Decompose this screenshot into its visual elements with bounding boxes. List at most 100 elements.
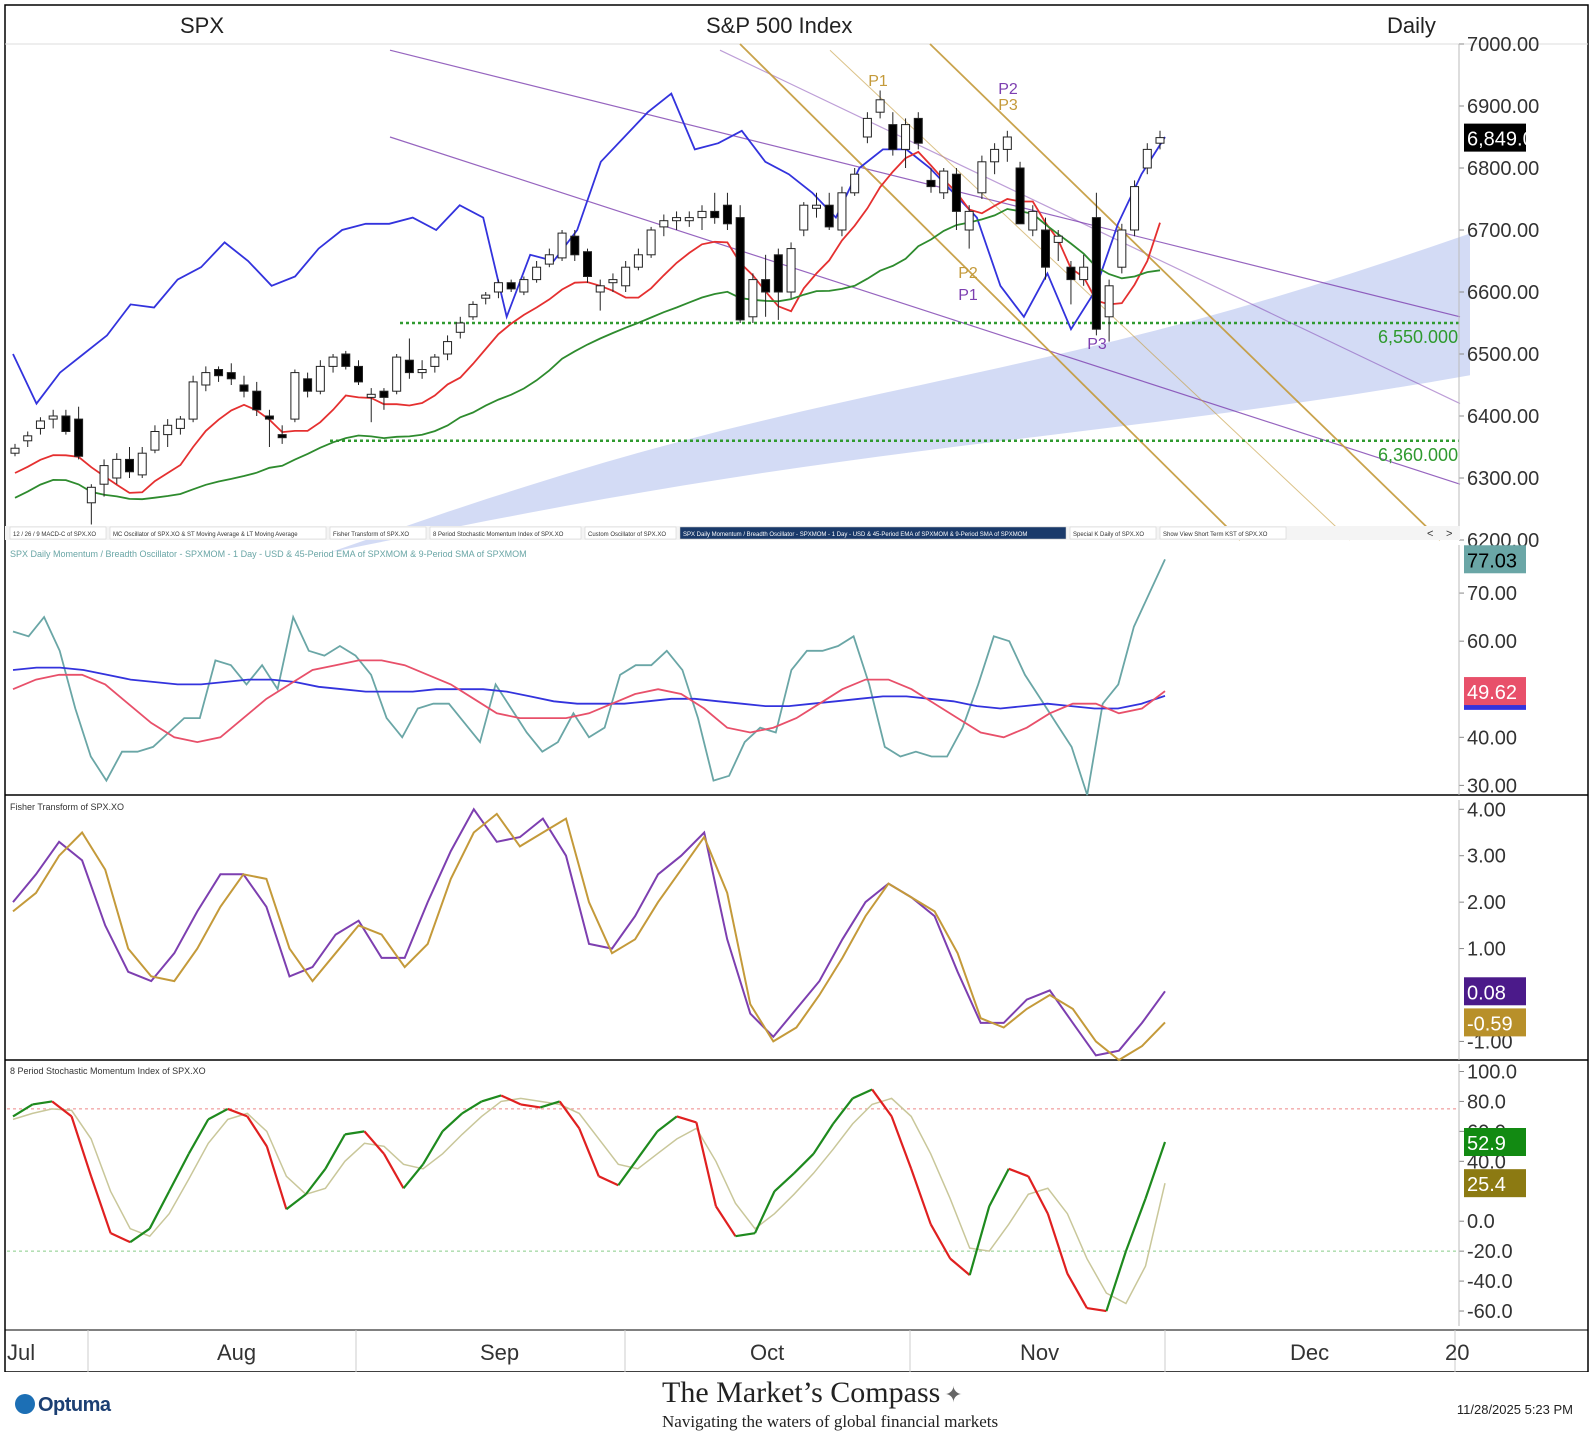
candle (1130, 186, 1140, 231)
smi-line-segment (129, 1227, 151, 1244)
header-period: Daily (1387, 13, 1436, 38)
candle (824, 204, 834, 228)
indicator-tab (329, 526, 427, 540)
candle (455, 322, 465, 333)
optuma-logo[interactable]: Optuma (15, 1394, 111, 1417)
last-price-badge: 6,849.09 (1467, 129, 1545, 151)
x-axis-label: Jul (7, 1340, 35, 1365)
smi-line-segment (500, 1094, 522, 1106)
outer-frame (4, 4, 1589, 1372)
smi-line-segment (422, 1130, 444, 1165)
smi-line-segment (1008, 1167, 1029, 1178)
candle (430, 356, 440, 367)
y-tick-label: 7000.00 (1467, 34, 1539, 56)
y-tick-label: 30.00 (1467, 775, 1517, 797)
candle (862, 117, 872, 138)
candle (939, 170, 949, 194)
smi-line-segment (676, 1115, 697, 1124)
candle (748, 279, 758, 318)
smi-line-segment (773, 1172, 795, 1193)
candle (799, 204, 809, 231)
gold-pitchfork-line (929, 43, 1441, 541)
candle (239, 384, 249, 392)
mc-oscillator-line (12, 92, 1166, 406)
smi-line-segment (520, 1103, 541, 1109)
candle (595, 285, 605, 293)
candle (1104, 285, 1114, 318)
chart-canvas: SPX S&P 500 Index Daily 6,550.000 6,360.000 P… (4, 4, 1589, 1372)
candle (710, 210, 720, 219)
indicator-tab (584, 526, 677, 540)
y-tick-label: -40.0 (1467, 1271, 1513, 1293)
candle (1079, 266, 1089, 281)
indicator-tab-label[interactable]: 12 / 26 / 9 MACD-C of SPX.XO (13, 532, 96, 538)
smi-line-segment (148, 1190, 171, 1230)
indicator-tab-label[interactable]: Custom Oscillator of SPX.XO (588, 532, 666, 538)
candle (481, 294, 491, 299)
smi-line-segment (714, 1205, 737, 1237)
candle (328, 356, 338, 367)
candle (163, 424, 173, 436)
candle (201, 372, 211, 386)
tab-scroll-left-icon[interactable]: < (1427, 528, 1433, 540)
smi-line-segment (1086, 1306, 1107, 1313)
smi-line-segment (383, 1153, 405, 1189)
smi-line-segment (1066, 1273, 1088, 1309)
y-tick-label: 60.00 (1467, 631, 1517, 653)
y-tick-label: 2.00 (1467, 892, 1506, 914)
candle (519, 279, 529, 293)
candle (1117, 229, 1127, 268)
candle (837, 192, 847, 231)
smi-line-segment (753, 1190, 776, 1234)
indicator-tab-label[interactable]: MC Oscillator of SPX.XO & ST Moving Aver… (113, 532, 298, 538)
candle (303, 378, 313, 392)
x-axis-label: Aug (217, 1340, 256, 1365)
candle (290, 372, 300, 420)
smi-line-segment (871, 1088, 893, 1118)
purple-pitchfork-line (719, 49, 1461, 405)
candle (913, 117, 923, 144)
pivot-label: P2 (998, 81, 1018, 98)
smi-line-segment (12, 1103, 34, 1118)
candle (506, 282, 516, 290)
indicator-tab-label[interactable]: Show View Short Term KST of SPX.XO (1163, 532, 1268, 538)
smi-line-segment (656, 1115, 678, 1133)
smi-line-segment (988, 1168, 1010, 1207)
candle (812, 204, 821, 209)
pivot-label: P1 (868, 73, 888, 90)
smi-line-segment (90, 1175, 112, 1234)
pivot-label: P1 (958, 287, 978, 304)
indicator-tab-label[interactable]: Special K Daily of SPX.XO (1073, 532, 1144, 538)
y-tick-label: 6300.00 (1467, 468, 1539, 490)
candle (392, 356, 402, 392)
candle (175, 418, 185, 429)
y-tick-label: 40.00 (1467, 727, 1517, 749)
candle (544, 254, 554, 265)
smi-line-segment (70, 1116, 93, 1177)
candle (35, 420, 45, 429)
indicator-tab-label[interactable]: Fisher Transform of SPX.XO (333, 532, 409, 538)
smi-line-segment (265, 1146, 288, 1210)
tab-scroll-right-icon[interactable]: > (1446, 528, 1452, 540)
candle (125, 458, 134, 473)
x-axis-label: 20 (1445, 1340, 1469, 1365)
fisher-last-value-badge-bg (1464, 1008, 1526, 1037)
indicator-tab-label[interactable]: SPX Daily Momentum / Breadth Oscillator … (683, 532, 1027, 538)
smi-line-segment (1124, 1198, 1147, 1252)
candle (557, 232, 567, 259)
indicator-tab-label[interactable]: 8 Period Stochastic Momentum Index of SP… (433, 532, 564, 538)
candle (901, 124, 911, 150)
pivot-label: P3 (998, 97, 1018, 114)
candle (964, 210, 974, 231)
candle (850, 173, 860, 194)
y-tick-label: 40.0 (1467, 1151, 1506, 1173)
smi-line-segment (890, 1116, 913, 1170)
candle (417, 369, 427, 374)
smi-line-segment (246, 1115, 268, 1147)
optuma-logo-icon (15, 1394, 35, 1414)
candle (23, 435, 33, 442)
smi-line-segment (285, 1193, 307, 1211)
candle (468, 303, 478, 318)
smi-line-segment (578, 1127, 600, 1177)
smi-last-value-badge: 25.4 (1467, 1174, 1506, 1196)
